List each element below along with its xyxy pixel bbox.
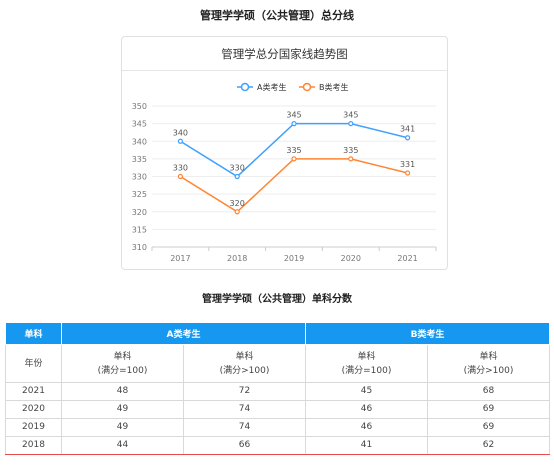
data-point xyxy=(177,173,184,180)
y-tick-label: 335 xyxy=(132,155,147,164)
data-point xyxy=(234,209,240,215)
cell-a2: 66 xyxy=(183,436,306,455)
cell-a2: 72 xyxy=(183,382,306,401)
subheader-b2-label: 单科 xyxy=(479,351,498,362)
cell-b2: 68 xyxy=(427,382,550,401)
table-row: 2018 44 66 41 62 xyxy=(5,436,550,455)
line-chart: 310 315 320 325 330 335 340 345 350 2017 2018 2019 2… xyxy=(132,82,437,263)
cell-b1: 41 xyxy=(305,436,428,455)
data-point xyxy=(405,170,411,176)
header-group-b: B类考生 xyxy=(305,322,550,345)
x-tick-label: 2021 xyxy=(397,254,417,263)
x-tick-label: 2017 xyxy=(170,254,190,263)
cell-b1: 45 xyxy=(305,382,428,401)
page-title: 管理学学硕（公共管理）总分线 xyxy=(200,9,354,22)
data-point xyxy=(177,138,184,144)
cell-year: 2018 xyxy=(5,436,62,455)
year-label: 年份 xyxy=(5,344,62,383)
y-tick-label: 325 xyxy=(132,190,147,199)
subheader-a2: 单科 (满分>100) xyxy=(183,344,306,383)
x-tick-label: 2020 xyxy=(341,254,361,263)
y-tick-label: 320 xyxy=(132,208,147,217)
subheader-b2-note: (满分>100) xyxy=(463,365,514,376)
data-point xyxy=(348,156,354,162)
y-tick-label: 345 xyxy=(132,120,147,129)
data-label: 330 xyxy=(173,164,188,173)
y-tick-label: 315 xyxy=(132,225,147,234)
data-label: 341 xyxy=(400,125,415,134)
cell-a1: 44 xyxy=(61,436,184,455)
subheader-a1: 单科 (满分=100) xyxy=(61,344,184,383)
subheader-a2-note: (满分>100) xyxy=(219,365,270,376)
table-subheader-row: 年份 单科 (满分=100) 单科 (满分>100) 单科 (满分=100) 单… xyxy=(5,344,550,383)
cell-b2: 69 xyxy=(427,400,550,419)
chart-card: 管理学总分国家线趋势图 310 315 320 325 330 335 340 345 350 2… xyxy=(121,36,448,270)
cell-a1: 48 xyxy=(61,382,184,401)
data-label: 345 xyxy=(343,111,358,120)
cell-b1: 46 xyxy=(305,418,428,437)
y-tick-label: 350 xyxy=(132,102,147,111)
cell-year: 2021 xyxy=(5,382,62,401)
data-label: 345 xyxy=(286,111,301,120)
header-group-a: A类考生 xyxy=(61,322,306,345)
data-label: 340 xyxy=(173,128,188,137)
cell-year: 2020 xyxy=(5,400,62,419)
subheader-b1-note: (满分=100) xyxy=(341,365,392,376)
data-point xyxy=(291,156,297,162)
table-title: 管理学学硕（公共管理）单科分数 xyxy=(202,294,352,305)
data-label: 320 xyxy=(230,199,245,208)
y-tick-label: 330 xyxy=(132,173,147,182)
chart-title-divider xyxy=(122,70,447,71)
subheader-b1: 单科 (满分=100) xyxy=(305,344,428,383)
data-label: 335 xyxy=(343,146,358,155)
legend-marker xyxy=(240,82,250,92)
cell-a2: 74 xyxy=(183,418,306,437)
table-row: 2020 49 74 46 69 xyxy=(5,400,550,419)
legend-label: B类考生 xyxy=(319,82,349,92)
cell-b2: 62 xyxy=(427,436,550,455)
cell-a2: 74 xyxy=(183,400,306,419)
cell-a1: 49 xyxy=(61,400,184,419)
data-label: 331 xyxy=(400,160,415,169)
data-point xyxy=(405,135,411,141)
cell-year: 2019 xyxy=(5,418,62,437)
series-line xyxy=(180,158,408,213)
x-tick-label: 2018 xyxy=(227,254,247,263)
subheader-b1-label: 单科 xyxy=(357,351,376,362)
y-tick-label: 310 xyxy=(132,243,147,252)
subheader-a1-note: (满分=100) xyxy=(97,365,148,376)
subheader-a1-label: 单科 xyxy=(113,351,132,362)
data-label: 335 xyxy=(286,146,301,155)
subheader-a2-label: 单科 xyxy=(235,351,254,362)
data-point xyxy=(348,121,354,127)
data-label: 330 xyxy=(230,164,245,173)
subheader-b2: 单科 (满分>100) xyxy=(427,344,550,383)
cell-b2: 69 xyxy=(427,418,550,437)
cell-b1: 46 xyxy=(305,400,428,419)
chart-title: 管理学总分国家线趋势图 xyxy=(221,47,348,61)
cell-a1: 49 xyxy=(61,418,184,437)
x-tick-label: 2019 xyxy=(284,254,304,263)
table-row: 2021 48 72 45 68 xyxy=(5,382,550,401)
header-subject: 单科 xyxy=(5,322,62,345)
table-header-row: 单科 A类考生 B类考生 xyxy=(5,322,550,345)
y-tick-label: 340 xyxy=(132,137,147,146)
score-table: 单科 A类考生 B类考生 年份 单科 (满分=100) 单科 (满分>100) … xyxy=(5,322,550,455)
data-point xyxy=(234,173,240,180)
table-row: 2019 49 74 46 69 xyxy=(5,418,550,437)
legend-label: A类考生 xyxy=(257,82,286,92)
data-point xyxy=(291,121,297,127)
legend-marker xyxy=(302,82,312,92)
